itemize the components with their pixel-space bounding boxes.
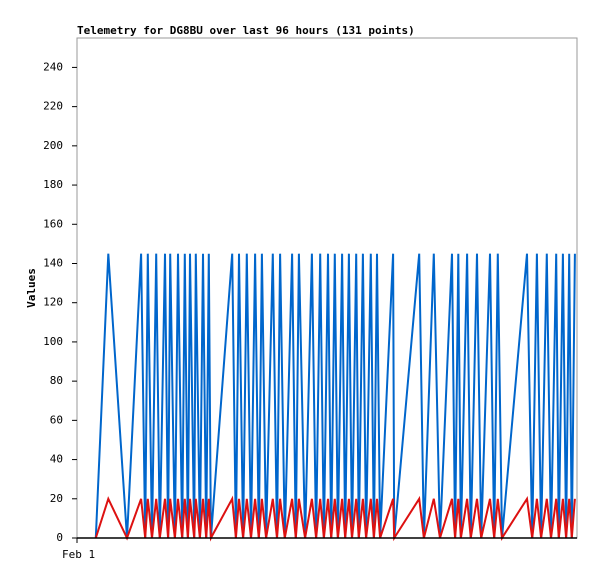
y-tick-label: 200	[43, 139, 63, 152]
series-line	[94, 495, 576, 542]
x-tick-label: Feb 1	[62, 548, 95, 561]
y-tick-label: 60	[50, 413, 63, 426]
chart-title: Telemetry for DG8BU over last 96 hours (…	[77, 24, 415, 37]
y-tick-label: 40	[50, 453, 63, 466]
y-axis-label: Values	[25, 268, 38, 308]
y-tick-label: 160	[43, 217, 63, 230]
y-tick-label: 220	[43, 100, 63, 113]
y-tick-label: 140	[43, 256, 63, 269]
y-tick-label: 180	[43, 178, 63, 191]
y-tick-label: 20	[50, 492, 63, 505]
y-tick-label: 240	[43, 60, 63, 73]
y-tick-label: 100	[43, 335, 63, 348]
series-line	[94, 253, 576, 539]
y-tick-label: 80	[50, 374, 63, 387]
y-tick-label: 0	[56, 531, 63, 544]
y-tick-label: 120	[43, 296, 63, 309]
